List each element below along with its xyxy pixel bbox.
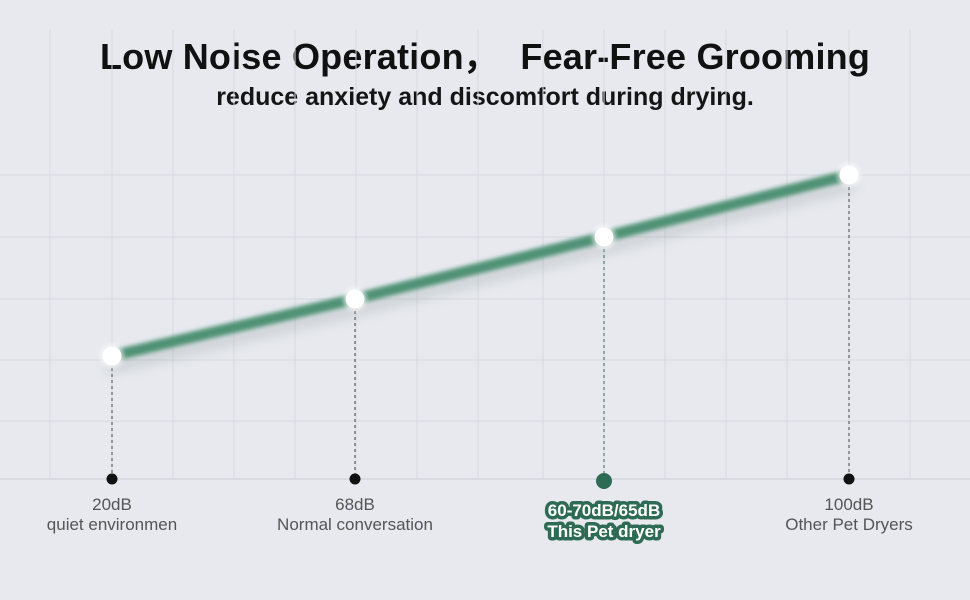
data-point [345, 289, 365, 309]
series-line [106, 169, 855, 362]
x-label-group: 60-70dB/65dB This Pet dryer [544, 498, 665, 545]
drop-lines [106, 175, 855, 489]
data-point [839, 165, 859, 185]
x-label-value: 60-70dB/65dB [548, 501, 660, 520]
chart-subtitle: reduce anxiety and discomfort during dry… [216, 83, 754, 111]
data-point [102, 346, 122, 366]
axis-marker [596, 473, 612, 489]
x-label-description: Other Pet Dryers [785, 515, 913, 534]
axis-marker [843, 473, 855, 485]
axis-marker [349, 473, 361, 485]
x-label-description: quiet environmen [47, 515, 177, 534]
axis-marker [106, 473, 118, 485]
x-label-value: 68dB [335, 495, 375, 514]
x-label-description: Normal conversation [277, 515, 433, 534]
data-point [594, 227, 614, 247]
data-points [100, 163, 861, 368]
x-label-description: This Pet dryer [547, 522, 661, 541]
chart-grid [0, 30, 970, 480]
x-label-value: 100dB [824, 495, 873, 514]
x-label-value: 20dB [92, 495, 132, 514]
chart-title: Low Noise Operation， Fear-Free Grooming [99, 36, 871, 77]
series-shadow [105, 178, 856, 373]
series-line-group [105, 169, 856, 373]
